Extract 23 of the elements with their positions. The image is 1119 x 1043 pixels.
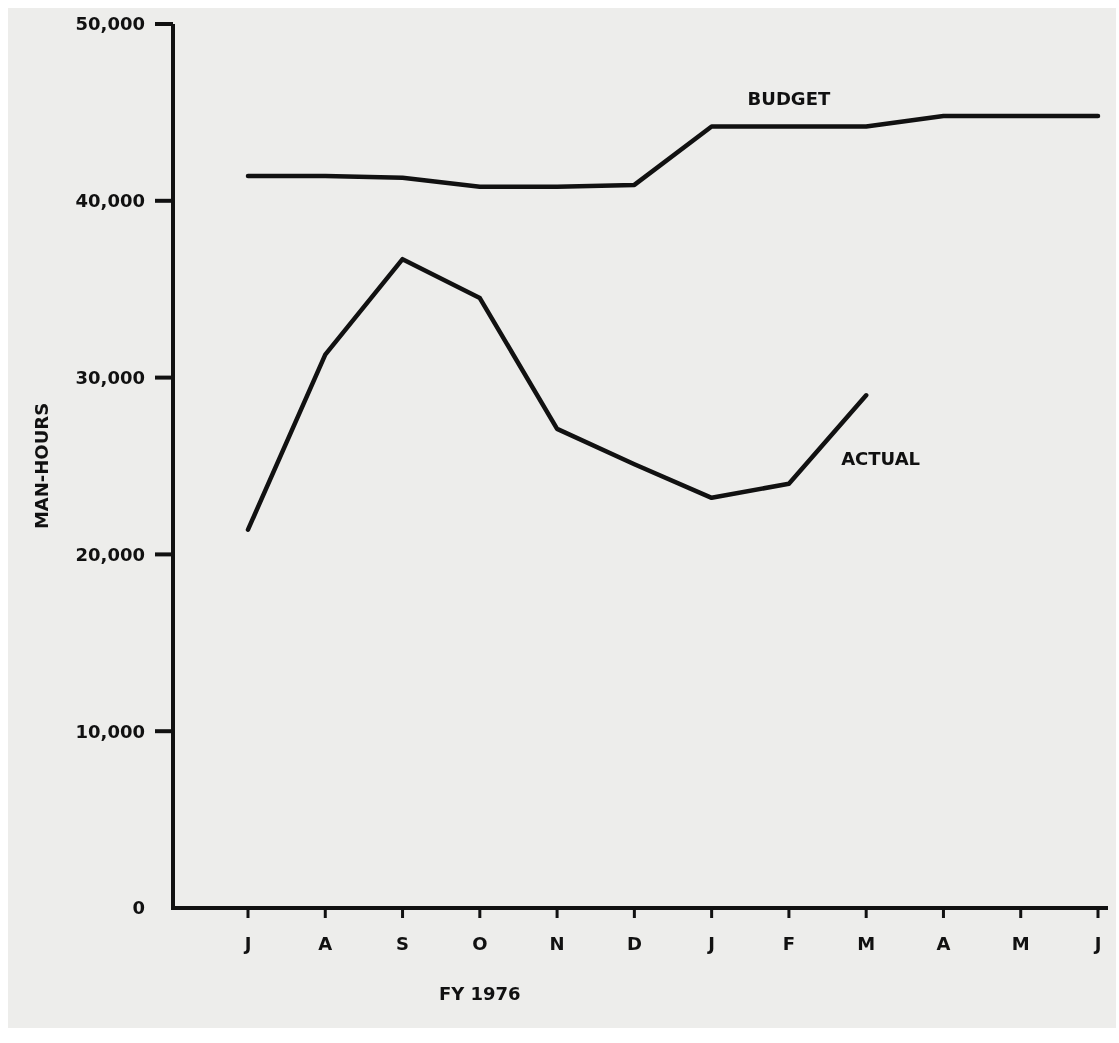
x-tick-label: O (472, 933, 488, 954)
y-tick-label: 20,000 (75, 543, 145, 565)
x-tick-label: A (936, 933, 951, 954)
x-tick-label: J (242, 933, 252, 954)
x-tick-label: D (626, 933, 642, 954)
x-tick-label: J (1092, 933, 1102, 954)
x-axis-title: FY 1976 (438, 983, 521, 1004)
series-label: BUDGET (747, 87, 831, 109)
series-label: ACTUAL (841, 448, 921, 470)
y-tick-label: 10,000 (75, 720, 145, 742)
x-tick-label: M (1011, 933, 1030, 954)
x-tick-label: M (857, 933, 876, 954)
y-axis-title: MAN-HOURS (31, 402, 52, 530)
y-tick-label: 30,000 (75, 366, 145, 388)
x-tick-label: S (396, 933, 410, 954)
x-tick-label: J (706, 933, 715, 954)
y-tick-label: 50,000 (75, 13, 145, 35)
x-tick-label: F (782, 933, 796, 954)
y-tick-label: 0 (132, 897, 145, 919)
y-tick-label: 40,000 (75, 190, 145, 212)
x-tick-label: N (549, 933, 565, 954)
line-series (245, 113, 1101, 189)
x-tick-label: A (318, 933, 333, 954)
